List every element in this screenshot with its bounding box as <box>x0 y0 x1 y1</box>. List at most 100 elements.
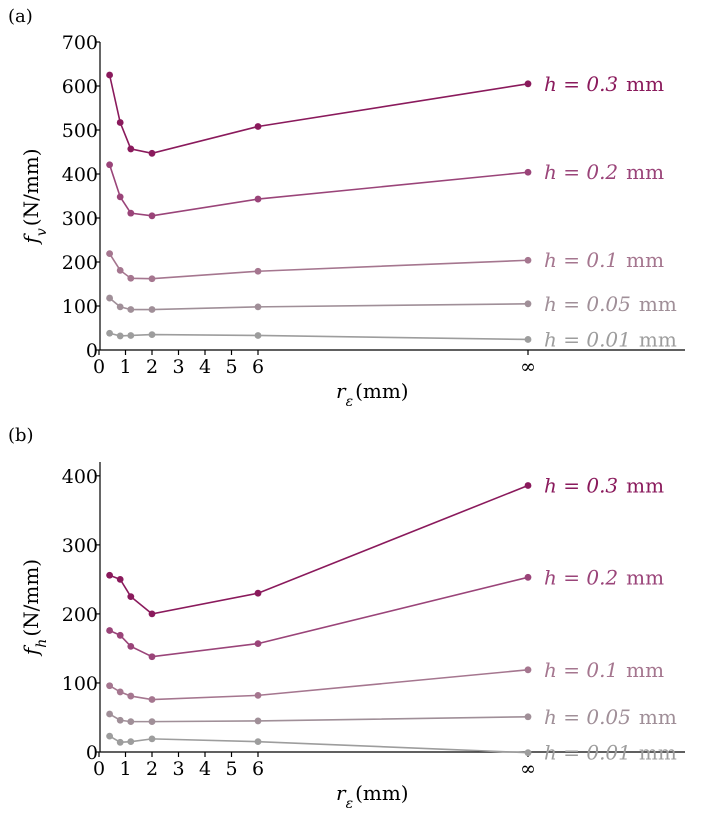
data-point <box>148 718 156 726</box>
y-tick-label: 0 <box>86 340 98 362</box>
data-point <box>524 666 532 674</box>
series-2: h = 0.1 mm <box>106 658 664 703</box>
series-label: h = 0.1 mm <box>544 658 664 682</box>
data-point <box>254 303 262 311</box>
data-point <box>524 336 532 343</box>
data-point <box>116 738 124 746</box>
data-point <box>254 195 262 203</box>
x-tick-label: 2 <box>146 356 158 378</box>
data-point <box>524 749 532 757</box>
data-point <box>148 212 156 220</box>
series-label-name: h = 0.05 <box>544 705 631 729</box>
series-3: h = 0.05 mm <box>106 292 677 316</box>
data-point <box>106 682 113 690</box>
data-point <box>524 482 532 489</box>
panel-label: (b) <box>8 425 34 446</box>
series-label-unit: mm <box>639 292 677 316</box>
series-label-unit: mm <box>626 473 664 497</box>
data-point <box>127 145 135 153</box>
series-1: h = 0.2 mm <box>106 565 664 661</box>
y-axis-title-unit: (N/mm) <box>19 148 43 226</box>
series-label-name: h = 0.2 <box>544 565 618 589</box>
x-tick-label: 0 <box>93 758 105 780</box>
data-point <box>148 275 156 283</box>
data-point <box>116 631 124 639</box>
series-line <box>109 332 529 341</box>
series-label: h = 0.01 mm <box>544 327 677 351</box>
series-4: h = 0.01 mm <box>106 327 677 351</box>
y-axis-title-unit: (N/mm) <box>19 559 43 637</box>
series-label: h = 0.05 mm <box>544 705 677 729</box>
x-tick-label: 5 <box>225 356 237 378</box>
series-line <box>108 164 529 217</box>
data-point <box>254 717 262 725</box>
series-line <box>109 713 529 723</box>
series-line <box>108 74 529 155</box>
data-point <box>116 688 124 696</box>
x-tick-label: 6 <box>252 356 264 378</box>
data-point <box>127 332 135 339</box>
series-line <box>108 253 529 280</box>
series-label-unit: mm <box>626 160 664 184</box>
series-label-name: h = 0.1 <box>544 248 618 272</box>
data-point <box>148 149 156 157</box>
data-point <box>116 303 124 311</box>
data-point <box>148 610 156 618</box>
data-point <box>127 209 135 217</box>
series-label: h = 0.01 mm <box>544 741 677 765</box>
x-tick-label: 4 <box>199 758 211 780</box>
x-tick-label: 5 <box>225 758 237 780</box>
x-tick-label: 3 <box>172 758 184 780</box>
series-label-name: h = 0.05 <box>544 292 631 316</box>
x-tick-label: 4 <box>199 356 211 378</box>
data-point <box>116 193 124 201</box>
y-axis-title-sub: h <box>34 639 50 648</box>
data-point <box>254 123 262 130</box>
data-point <box>116 716 124 724</box>
data-point <box>116 266 124 274</box>
x-axis-title-sub: ε <box>346 394 354 410</box>
x-tick-label: 0 <box>93 356 105 378</box>
data-point <box>524 573 532 581</box>
data-point <box>148 331 156 338</box>
data-point <box>127 718 135 726</box>
x-tick-label: 3 <box>172 356 184 378</box>
y-tick-label: 300 <box>62 535 98 557</box>
data-point <box>106 732 113 740</box>
series-line <box>109 735 529 754</box>
data-point <box>127 593 135 601</box>
series-0: h = 0.3 mm <box>106 71 664 157</box>
data-point <box>254 640 262 647</box>
data-point <box>148 696 156 703</box>
x-tick-label: 2 <box>146 758 158 780</box>
x-tick-label: 1 <box>119 758 131 780</box>
x-axis-title-main: r <box>336 781 347 805</box>
series-label: h = 0.2 mm <box>544 160 664 184</box>
series-label-name: h = 0.3 <box>544 72 618 96</box>
y-tick-label: 500 <box>62 120 98 142</box>
x-tick-label: 6 <box>252 758 264 780</box>
y-tick-label: 600 <box>62 76 98 98</box>
data-point <box>524 168 532 176</box>
data-point <box>106 294 113 302</box>
x-axis-title: rε (mm) <box>336 379 409 410</box>
y-tick-label: 100 <box>62 673 98 695</box>
data-point <box>127 642 135 650</box>
data-point <box>116 332 124 340</box>
series-line <box>109 669 529 701</box>
series-line <box>109 484 529 615</box>
data-point <box>254 332 262 339</box>
y-tick-label: 100 <box>62 296 98 318</box>
series-label: h = 0.3 mm <box>544 72 664 96</box>
series-label-name: h = 0.1 <box>544 658 618 682</box>
data-point <box>524 300 532 308</box>
y-tick-label: 400 <box>62 164 98 186</box>
x-tick-label: 1 <box>119 356 131 378</box>
series-label: h = 0.1 mm <box>544 248 664 272</box>
series-label-name: h = 0.01 <box>544 327 631 351</box>
x-axis-title: rε (mm) <box>336 781 409 812</box>
x-tick-label: ∞ <box>520 356 536 378</box>
data-point <box>106 71 113 79</box>
